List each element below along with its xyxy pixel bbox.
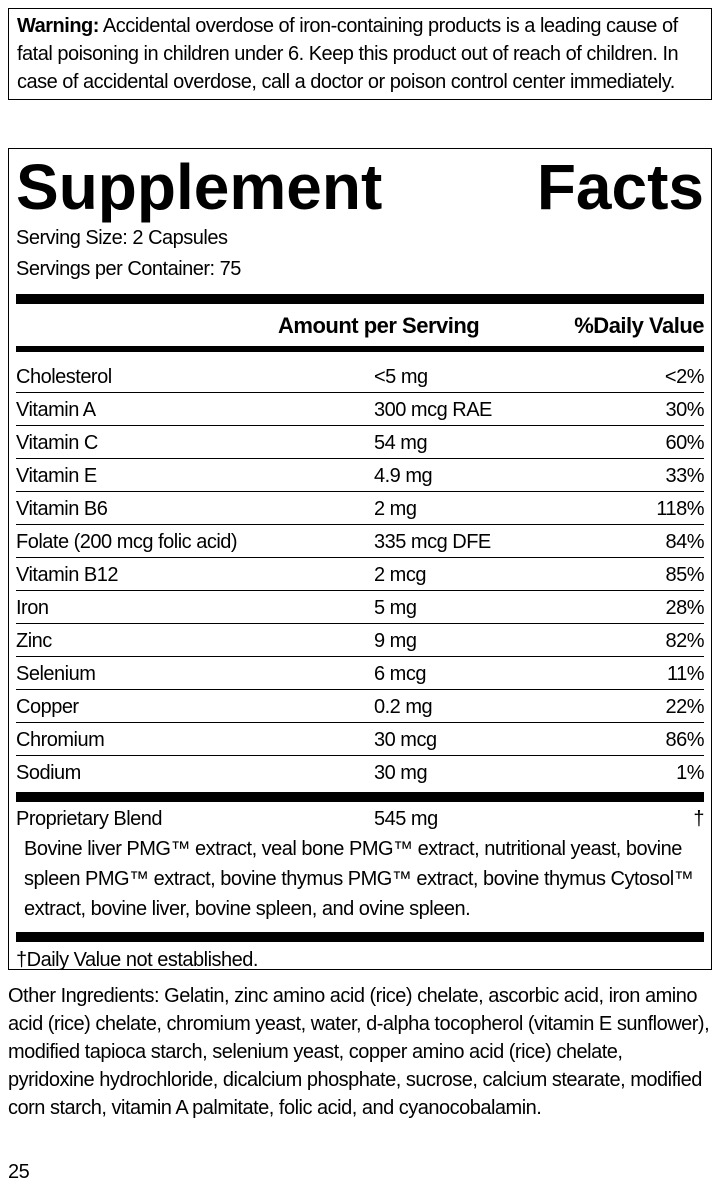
nutrient-amount: 54 mg bbox=[374, 432, 428, 454]
blend-name: Proprietary Blend bbox=[16, 808, 163, 830]
nutrient-row: Zinc 9 mg 82% bbox=[16, 624, 704, 657]
nutrient-name: Vitamin B12 bbox=[16, 564, 118, 586]
nutrient-dv: 22% bbox=[665, 696, 704, 718]
nutrient-amount: <5 mg bbox=[374, 366, 428, 388]
nutrient-dv: 30% bbox=[665, 399, 704, 421]
nutrient-name: Vitamin C bbox=[16, 432, 98, 454]
nutrient-dv: 28% bbox=[665, 597, 704, 619]
header: Amount per Serving bbox=[278, 313, 480, 338]
divider bbox=[16, 932, 704, 942]
nutrient-row: Copper 0.2 mg 22% bbox=[16, 690, 704, 723]
nutrient-rows: Cholesterol <5 mg <2% Vitamin A 300 mcg RAE 3… bbox=[16, 360, 705, 788]
nutrient-row: Vitamin E 4.9 mg 33% bbox=[16, 459, 704, 492]
nutrient-name: Selenium bbox=[16, 663, 96, 685]
nutrient-row: Vitamin A 300 mcg RAE 30% bbox=[16, 393, 704, 426]
divider bbox=[16, 346, 704, 352]
nutrient-amount: 5 mg bbox=[374, 597, 417, 619]
nutrient-name: Vitamin A bbox=[16, 399, 96, 421]
nutrient-dv: 86% bbox=[665, 729, 704, 751]
nutrient-amount: 30 mg bbox=[374, 762, 428, 784]
warning-label: Warning: bbox=[17, 15, 99, 37]
nutrient-dv: 33% bbox=[665, 465, 704, 487]
nutrient-row: Cholesterol <5 mg <2% bbox=[16, 360, 705, 393]
nutrient-amount: 300 mcg RAE bbox=[374, 399, 492, 421]
warning-box: Warning: Accidental overdose of iron-con… bbox=[8, 8, 712, 100]
nutrient-name: Zinc bbox=[16, 630, 52, 652]
divider bbox=[16, 294, 704, 304]
nutrient-name: Vitamin B6 bbox=[16, 498, 108, 520]
nutrient-amount: 2 mcg bbox=[374, 564, 426, 586]
nutrient-amount: 4.9 mg bbox=[374, 465, 433, 487]
nutrient-name: Cholesterol bbox=[16, 366, 112, 388]
nutrient-name: Iron bbox=[16, 597, 49, 619]
nutrient-amount: 0.2 mg bbox=[374, 696, 433, 718]
nutrient-row: Chromium 30 mcg 86% bbox=[16, 723, 704, 756]
blend-amount: 545 mg bbox=[374, 808, 438, 830]
nutrient-row: Vitamin C 54 mg 60% bbox=[16, 426, 704, 459]
nutrient-dv: 60% bbox=[665, 432, 704, 454]
page-number: 25 bbox=[8, 1161, 30, 1183]
nutrient-row: Iron 5 mg 28% bbox=[16, 591, 704, 624]
serving-size: Serving Size: 2 Capsules bbox=[16, 227, 228, 249]
nutrient-row: Selenium 6 mcg 11% bbox=[16, 657, 705, 690]
nutrient-name: Vitamin E bbox=[16, 465, 97, 487]
nutrient-dv: 1% bbox=[676, 762, 704, 784]
servings-per-container: Servings per Container: 75 bbox=[16, 258, 241, 280]
header-row: Amount per Serving %Daily Value bbox=[16, 304, 704, 346]
blend-row: Proprietary Blend 545 mg † bbox=[16, 804, 704, 834]
nutrient-amount: 2 mg bbox=[374, 498, 417, 520]
divider bbox=[16, 792, 704, 802]
nutrient-dv: 118% bbox=[656, 498, 704, 520]
footnote: †Daily Value not established. bbox=[16, 949, 258, 971]
nutrient-amount: 30 mcg bbox=[374, 729, 437, 751]
facts-title: Supplement Facts bbox=[16, 151, 704, 223]
facts-panel: Supplement Facts Serving Size: 2 Capsule… bbox=[8, 148, 712, 971]
header: %Daily Value bbox=[574, 313, 704, 338]
nutrient-name: Sodium bbox=[16, 762, 81, 784]
nutrient-row: Sodium 30 mg 1% bbox=[16, 756, 704, 788]
nutrient-name: Folate (200 mcg folic acid) bbox=[16, 531, 238, 553]
nutrient-amount: 335 mcg DFE bbox=[374, 531, 491, 553]
warning-text: Accidental overdose of iron-containing p… bbox=[17, 15, 679, 93]
nutrient-name: Copper bbox=[16, 696, 79, 718]
nutrient-row: Folate (200 mcg folic acid) 335 mcg DFE 84… bbox=[16, 525, 704, 558]
nutrient-amount: 9 mg bbox=[374, 630, 417, 652]
nutrient-dv: 85% bbox=[665, 564, 704, 586]
nutrient-name: Chromium bbox=[16, 729, 105, 751]
nutrient-dv: <2% bbox=[664, 366, 705, 388]
blend-description: Bovine liver PMG™ extract, veal bone PMG… bbox=[24, 838, 694, 920]
other-ingredients: Other Ingredients: Gelatin, zinc amino a… bbox=[8, 985, 710, 1119]
nutrient-row: Vitamin B6 2 mg 118% bbox=[16, 492, 704, 525]
nutrient-amount: 6 mcg bbox=[374, 663, 426, 685]
blend-dv: † bbox=[693, 808, 704, 830]
nutrient-row: Vitamin B12 2 mcg 85% bbox=[16, 558, 704, 591]
nutrient-dv: 84% bbox=[665, 531, 704, 553]
nutrient-dv: 11% bbox=[666, 663, 705, 685]
nutrient-dv: 82% bbox=[665, 630, 704, 652]
